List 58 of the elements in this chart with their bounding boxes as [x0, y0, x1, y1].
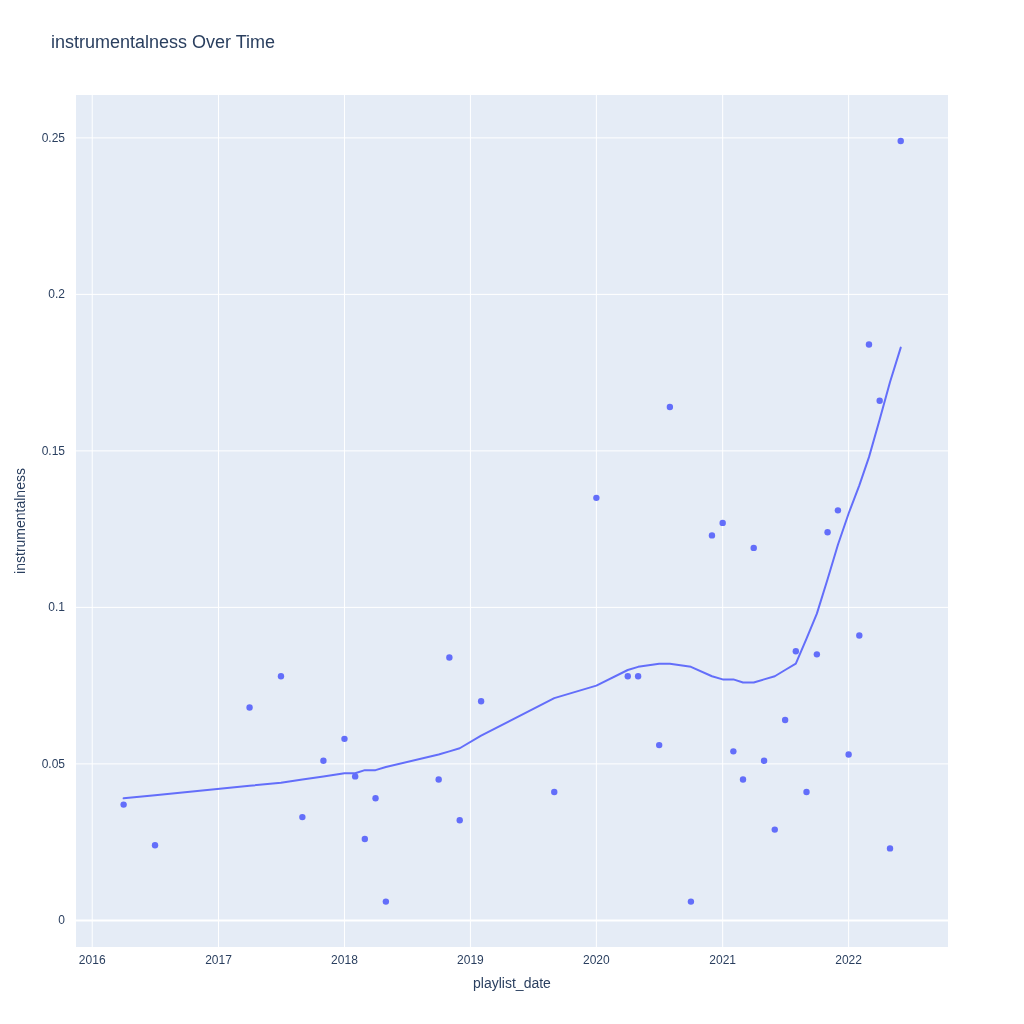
point — [320, 757, 327, 764]
point — [551, 788, 558, 796]
point — [771, 826, 778, 833]
point — [634, 673, 642, 680]
x-tick-label: 2021 — [709, 953, 737, 967]
point — [845, 751, 852, 758]
point — [897, 137, 904, 145]
x-axis-title: playlist_date — [473, 975, 552, 991]
point — [351, 773, 359, 780]
point — [456, 817, 463, 824]
y-tick-label: 0 — [58, 913, 66, 928]
point — [856, 632, 863, 639]
point — [687, 898, 695, 905]
point — [341, 735, 348, 743]
point — [120, 801, 127, 808]
point — [739, 776, 747, 783]
point — [750, 544, 757, 552]
y-tick-label: 0.05 — [41, 756, 66, 771]
y-tick-label: 0.1 — [48, 600, 66, 615]
point — [708, 532, 716, 539]
y-axis-title: instrumentalness — [12, 468, 28, 574]
point — [372, 795, 379, 802]
point — [446, 654, 453, 661]
y-tick-label: 0.2 — [48, 287, 66, 302]
x-tick-label: 2020 — [583, 953, 611, 967]
point — [730, 748, 737, 755]
point — [655, 741, 663, 749]
y-tick-label: 0.15 — [41, 443, 66, 458]
point — [477, 698, 485, 705]
point — [246, 704, 253, 711]
point — [382, 898, 390, 905]
point — [876, 397, 883, 405]
point — [666, 403, 674, 411]
point — [813, 651, 821, 658]
point — [277, 673, 285, 680]
point — [760, 757, 768, 764]
point — [624, 673, 631, 680]
point — [781, 716, 789, 724]
chart-title: instrumentalness Over Time — [51, 32, 276, 52]
point — [435, 776, 442, 783]
point — [803, 788, 810, 796]
x-tick-label: 2022 — [835, 953, 863, 967]
point — [824, 529, 831, 536]
point — [865, 341, 873, 348]
point — [834, 507, 842, 514]
x-tick-label: 2016 — [78, 953, 106, 967]
point — [361, 835, 369, 843]
x-tick-label: 2018 — [331, 953, 359, 967]
y-tick-label: 0.25 — [41, 130, 66, 145]
x-tick-label: 2017 — [205, 953, 233, 967]
point — [593, 494, 600, 502]
point — [792, 648, 800, 655]
x-tick-label: 2019 — [457, 953, 485, 967]
point — [719, 519, 726, 527]
point — [151, 842, 159, 849]
point — [886, 845, 894, 852]
line-series — [122, 346, 902, 800]
point — [299, 813, 306, 821]
